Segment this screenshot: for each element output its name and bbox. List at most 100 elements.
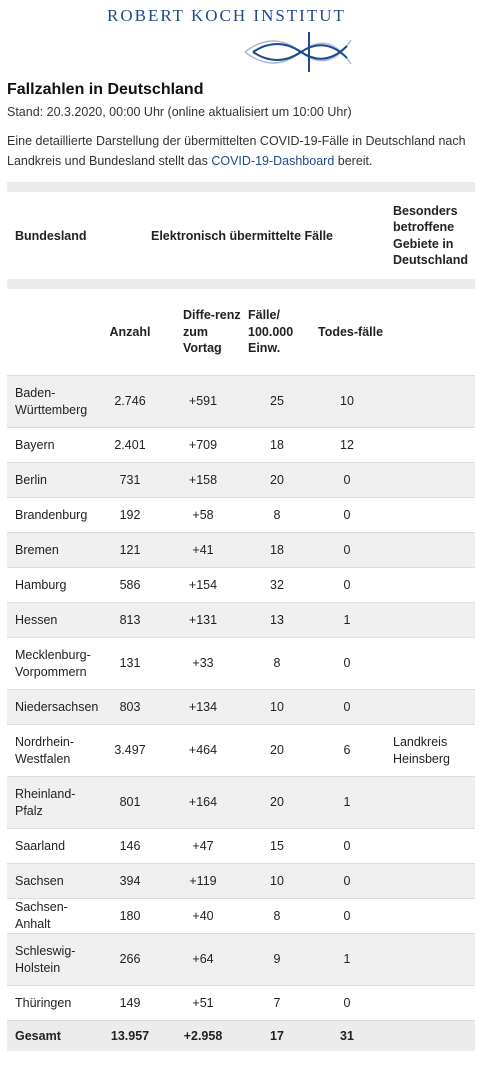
- cell-land: Bremen: [15, 542, 59, 557]
- cell-diff: +33: [192, 656, 214, 670]
- cell-tote: 1: [343, 795, 351, 809]
- table-row: Sachsen-Anhalt 180 +40 8 0: [7, 898, 475, 933]
- cell-pro100k: 20: [270, 743, 284, 757]
- cell-pro100k: 18: [270, 542, 284, 557]
- total-pro100k: 17: [270, 1029, 284, 1043]
- page-title: Fallzahlen in Deutschland: [7, 81, 204, 98]
- cell-anzahl: 731: [119, 472, 141, 487]
- table-mid-band: [7, 279, 475, 289]
- table-row: Hamburg 586 +154 32 0: [7, 567, 475, 602]
- intro-before: Eine detaillierte Darstellung der übermi…: [7, 134, 466, 168]
- cell-land: Rheinland-Pfalz: [15, 786, 76, 818]
- dashboard-link[interactable]: COVID-19-Dashboard: [211, 153, 335, 168]
- intro-text: Eine detaillierte Darstellung der übermi…: [7, 132, 475, 171]
- table-row: Schleswig-Holstein 266 +64 9 1: [7, 933, 475, 985]
- cell-anzahl: 192: [119, 507, 141, 522]
- table-row: Niedersachsen 803 +134 10 0: [7, 689, 475, 724]
- cell-pro100k: 18: [270, 437, 284, 452]
- header-gebiete: Besonders betroffene Gebiete in Deutschl…: [393, 203, 469, 268]
- cell-land: Hamburg: [15, 577, 67, 592]
- cell-anzahl: 394: [119, 873, 141, 888]
- table-top-band: [7, 182, 475, 192]
- cell-tote: 0: [343, 577, 351, 592]
- cell-pro100k: 8: [273, 656, 281, 670]
- rki-logo-mark-icon: [244, 32, 352, 72]
- cell-pro100k: 15: [270, 838, 284, 853]
- table-row: Saarland 146 +47 15 0: [7, 828, 475, 863]
- cell-pro100k: 9: [273, 952, 281, 966]
- cell-anzahl: 149: [119, 995, 141, 1010]
- cell-land: Nordrhein-Westfalen: [15, 734, 75, 766]
- cell-land: Niedersachsen: [15, 699, 99, 714]
- header-pro100k: Fälle/ 100.000 Einw.: [248, 308, 294, 356]
- total-label: Gesamt: [15, 1029, 61, 1043]
- header-todesfaelle: Todes-fälle: [318, 324, 384, 339]
- cell-diff: +591: [188, 394, 218, 408]
- cell-pro100k: 25: [270, 394, 284, 408]
- cell-land: Berlin: [15, 472, 47, 487]
- cell-pro100k: 8: [273, 507, 281, 522]
- cell-land: Thüringen: [15, 995, 72, 1010]
- cell-tote: 1: [343, 612, 351, 627]
- table-row: Hessen 813 +131 13 1: [7, 602, 475, 637]
- cell-anzahl: 146: [119, 838, 141, 853]
- total-diff: +2.958: [183, 1029, 223, 1043]
- cell-pro100k: 10: [270, 699, 284, 714]
- cell-diff: +40: [192, 908, 214, 923]
- table-row: Brandenburg 192 +58 8 0: [7, 497, 475, 532]
- cell-pro100k: 20: [270, 795, 284, 809]
- cell-tote: 0: [343, 656, 351, 670]
- cell-land: Mecklenburg-Vorpommern: [15, 647, 91, 679]
- table-row: Sachsen 394 +119 10 0: [7, 863, 475, 898]
- cell-pro100k: 20: [270, 472, 284, 487]
- cell-tote: 0: [343, 873, 351, 888]
- cell-land: Baden-Württemberg: [15, 385, 88, 417]
- cell-diff: +134: [188, 699, 218, 714]
- cell-diff: +58: [192, 507, 214, 522]
- logo-text: ROBERT KOCH INSTITUT: [107, 6, 346, 25]
- table-header-row-1: Bundesland Elektronisch übermittelte Fäl…: [7, 192, 475, 279]
- stand-date: Stand: 20.3.2020, 00:00 Uhr (online aktu…: [7, 105, 352, 119]
- cell-anzahl: 2.401: [114, 437, 146, 452]
- cell-tote: 0: [343, 908, 351, 923]
- table-row: Bremen 121 +41 18 0: [7, 532, 475, 567]
- rki-logo[interactable]: ROBERT KOCH INSTITUT: [0, 0, 481, 76]
- cell-diff: +709: [188, 437, 218, 452]
- cell-diff: +154: [188, 577, 218, 592]
- cases-table: Bundesland Elektronisch übermittelte Fäl…: [7, 182, 475, 1051]
- table-header-row-2: Anzahl Diffe-renz zum Vortag Fälle/ 100.…: [7, 289, 475, 375]
- cell-tote: 0: [343, 472, 351, 487]
- cell-tote: 0: [343, 838, 351, 853]
- cell-anzahl: 801: [119, 795, 141, 809]
- cell-diff: +131: [188, 612, 218, 627]
- cell-pro100k: 13: [270, 612, 284, 627]
- cell-anzahl: 121: [119, 542, 141, 557]
- cell-land: Bayern: [15, 437, 55, 452]
- cell-anzahl: 586: [119, 577, 141, 592]
- cell-tote: 1: [343, 952, 351, 966]
- cell-diff: +119: [189, 873, 217, 888]
- table-body: Baden-Württemberg 2.746 +591 25 10 Bayern 2.40…: [7, 375, 475, 1020]
- table-row: Rheinland-Pfalz 801 +164 20 1: [7, 776, 475, 828]
- header-faelle: Elektronisch übermittelte Fälle: [151, 228, 333, 243]
- cell-anzahl: 180: [119, 908, 141, 923]
- cell-diff: +51: [192, 995, 214, 1010]
- cell-anzahl: 131: [119, 656, 141, 670]
- cell-land: Sachsen: [15, 873, 64, 888]
- cell-diff: +47: [192, 838, 214, 853]
- cell-diff: +41: [192, 542, 214, 557]
- cell-land: Brandenburg: [15, 507, 88, 522]
- table-row: Bayern 2.401 +709 18 12: [7, 427, 475, 462]
- cell-land: Hessen: [15, 612, 58, 627]
- cell-diff: +164: [188, 795, 218, 809]
- cell-tote: 12: [340, 437, 354, 452]
- table-row: Berlin 731 +158 20 0: [7, 462, 475, 497]
- cell-diff: +464: [188, 743, 218, 757]
- cell-tote: 0: [343, 507, 351, 522]
- total-anzahl: 13.957: [110, 1029, 150, 1043]
- cell-land: Schleswig-Holstein: [15, 943, 76, 975]
- cell-anzahl: 3.497: [114, 743, 146, 757]
- cell-anzahl: 266: [119, 952, 141, 966]
- cell-land: Saarland: [15, 838, 66, 853]
- cell-diff: +158: [188, 472, 218, 487]
